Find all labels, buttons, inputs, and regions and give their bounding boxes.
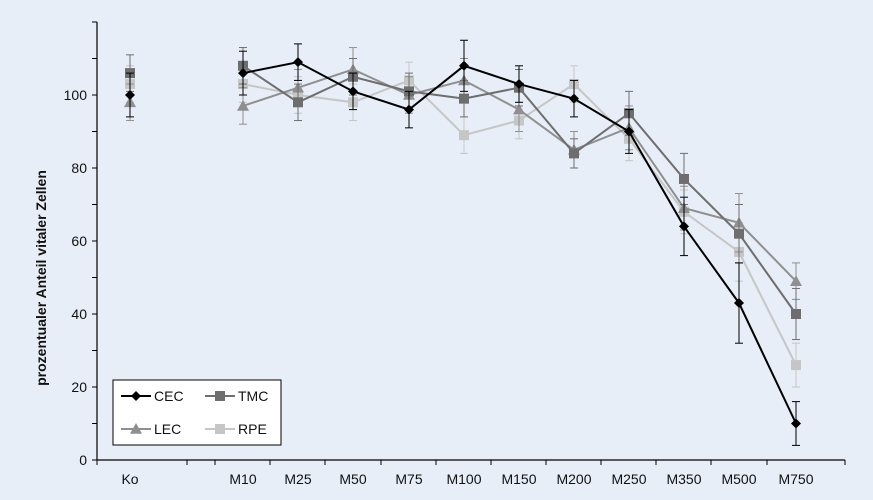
y-tick-label: 60 bbox=[71, 233, 87, 249]
x-tick-label: M75 bbox=[395, 471, 422, 487]
data-point bbox=[459, 60, 469, 71]
legend-item-lec: LEC bbox=[121, 421, 181, 437]
legend-marker bbox=[130, 423, 142, 434]
y-tick-label: 80 bbox=[71, 160, 87, 176]
data-point bbox=[293, 57, 303, 68]
y-axis-title: prozentualer Anteil vitaler Zellen bbox=[33, 170, 49, 386]
legend-box bbox=[112, 379, 282, 446]
data-point bbox=[624, 126, 634, 137]
legend-label: CEC bbox=[154, 388, 184, 404]
y-tick-label: 0 bbox=[79, 452, 87, 468]
data-point bbox=[237, 99, 249, 111]
legend-marker bbox=[215, 391, 225, 401]
legend-item-rpe: RPE bbox=[205, 421, 267, 437]
data-point bbox=[679, 173, 689, 184]
data-point bbox=[125, 90, 135, 100]
data-point bbox=[569, 148, 579, 159]
x-tick-label: M250 bbox=[611, 471, 646, 487]
legend-marker bbox=[131, 391, 141, 401]
data-point bbox=[734, 228, 744, 239]
x-tick-label: M750 bbox=[778, 471, 813, 487]
x-tick-label: M100 bbox=[446, 471, 481, 487]
data-point bbox=[734, 298, 744, 309]
data-point bbox=[679, 221, 689, 232]
data-point bbox=[791, 309, 801, 319]
legend-item-tmc: TMC bbox=[205, 388, 268, 404]
series-cec bbox=[125, 39, 801, 446]
legend-item-cec: CEC bbox=[121, 388, 184, 404]
data-point bbox=[569, 93, 579, 104]
legend-marker bbox=[215, 424, 225, 434]
x-tick-label: Ko bbox=[121, 471, 138, 487]
x-tick-label: M200 bbox=[556, 471, 591, 487]
x-tick-label: M25 bbox=[284, 471, 311, 487]
x-tick-label: M50 bbox=[339, 471, 366, 487]
legend-label: LEC bbox=[154, 421, 181, 437]
data-point bbox=[459, 93, 469, 104]
series-marks bbox=[124, 39, 802, 446]
x-tick-label: M150 bbox=[501, 471, 536, 487]
data-point bbox=[790, 275, 802, 286]
y-tick-label: 40 bbox=[71, 306, 87, 322]
legend-label: TMC bbox=[238, 388, 268, 404]
data-point bbox=[293, 97, 303, 108]
legend-label: RPE bbox=[238, 421, 267, 437]
x-tick-label: M10 bbox=[229, 471, 256, 487]
legend: CEC TMC LEC RPE bbox=[112, 379, 282, 446]
data-point bbox=[348, 86, 358, 97]
axes: 0 20 40 60 80 100 Ko M10 M25 M50 M75 M100 M150 M200 M2… bbox=[64, 21, 846, 487]
x-tick-label: M350 bbox=[666, 471, 701, 487]
data-point bbox=[404, 104, 414, 115]
data-point bbox=[459, 130, 469, 141]
data-point bbox=[238, 68, 248, 79]
y-tick-label: 20 bbox=[71, 379, 87, 395]
y-tick-label: 100 bbox=[64, 87, 88, 103]
data-point bbox=[513, 103, 525, 115]
data-point bbox=[791, 360, 801, 371]
data-point bbox=[514, 79, 524, 90]
data-point bbox=[791, 418, 801, 429]
x-tick-label: M500 bbox=[721, 471, 756, 487]
